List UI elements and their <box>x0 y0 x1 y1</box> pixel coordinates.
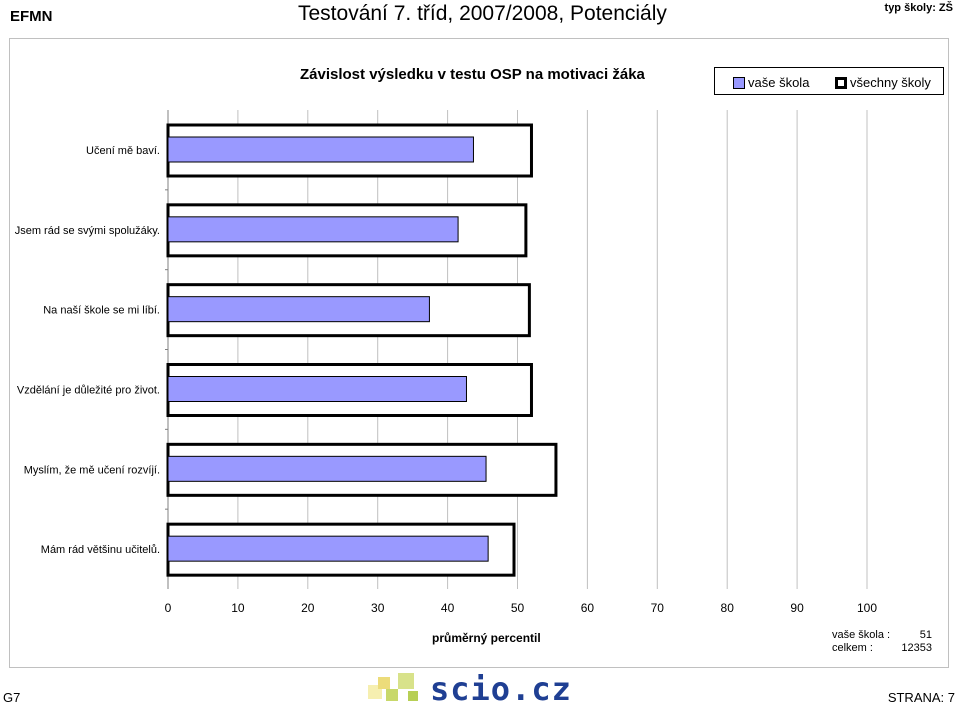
page-number: STRANA: 7 <box>887 690 955 705</box>
category-label: Na naší škole se mi líbí. <box>43 305 160 317</box>
stats-school-label: vaše škola : <box>832 629 891 641</box>
chart-title: Závislost výsledku v testu OSP na motiva… <box>300 66 645 83</box>
x-tick-label: 70 <box>651 601 665 615</box>
x-tick-label: 80 <box>721 601 735 615</box>
bar-your-school <box>167 535 489 562</box>
stats-box: vaše škola : 51 celkem : 12353 <box>832 629 932 655</box>
bar-your-school <box>167 296 430 323</box>
bar-your-school <box>167 376 467 402</box>
legend-label-all: všechny školy <box>850 75 931 90</box>
stats-total-label: celkem : <box>832 642 873 654</box>
category-label: Jsem rád se svými spolužáky. <box>15 225 160 237</box>
x-axis-label: průměrný percentil <box>432 631 541 645</box>
legend-item-all: všechny školy <box>835 75 931 90</box>
category-label: Mám rád většinu učitelů. <box>41 544 160 556</box>
header-left: EFMN <box>10 8 53 25</box>
stats-school-value: 51 <box>919 629 932 641</box>
x-tick-label: 20 <box>301 601 315 615</box>
legend-label-school: vaše škola <box>748 75 810 90</box>
stats-total-value: 12353 <box>901 642 932 654</box>
x-tick-label: 0 <box>165 601 172 615</box>
bar-your-school <box>167 455 487 482</box>
school-type: typ školy: ZŠ <box>884 2 953 14</box>
category-label: Učení mě baví. <box>86 145 160 157</box>
x-tick-label: 10 <box>231 601 245 615</box>
x-tick-label: 100 <box>857 601 877 615</box>
legend-swatch-all <box>835 76 847 89</box>
category-label: Myslím, že mě učení rozvíjí. <box>24 464 160 476</box>
category-label: Vzdělání je důležité pro život. <box>17 385 160 397</box>
scio-logo: scio.cz <box>368 671 572 705</box>
logo-text: scio.cz <box>430 671 572 705</box>
footer-code: G7 <box>3 690 21 705</box>
legend: vaše škola všechny školy <box>714 67 944 95</box>
x-tick-label: 50 <box>511 601 525 615</box>
x-tick-label: 40 <box>441 601 455 615</box>
bar-your-school <box>167 216 459 243</box>
legend-item-school: vaše škola <box>733 75 809 90</box>
x-tick-label: 30 <box>371 601 385 615</box>
legend-swatch-school <box>733 76 745 89</box>
x-tick-label: 60 <box>581 601 595 615</box>
chart-frame <box>9 38 949 668</box>
report-title: Testování 7. tříd, 2007/2008, Potenciály <box>298 2 667 25</box>
x-tick-label: 90 <box>790 601 804 615</box>
bar-your-school <box>167 136 474 163</box>
